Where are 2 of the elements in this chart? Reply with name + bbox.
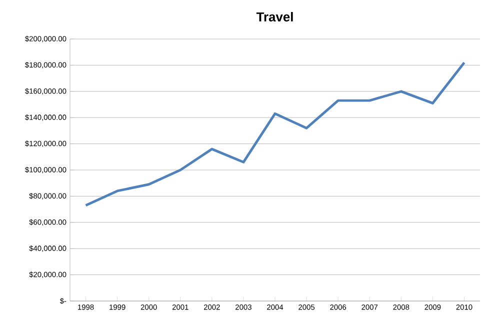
chart-title: Travel: [256, 12, 293, 22]
line-series: [84, 61, 466, 207]
